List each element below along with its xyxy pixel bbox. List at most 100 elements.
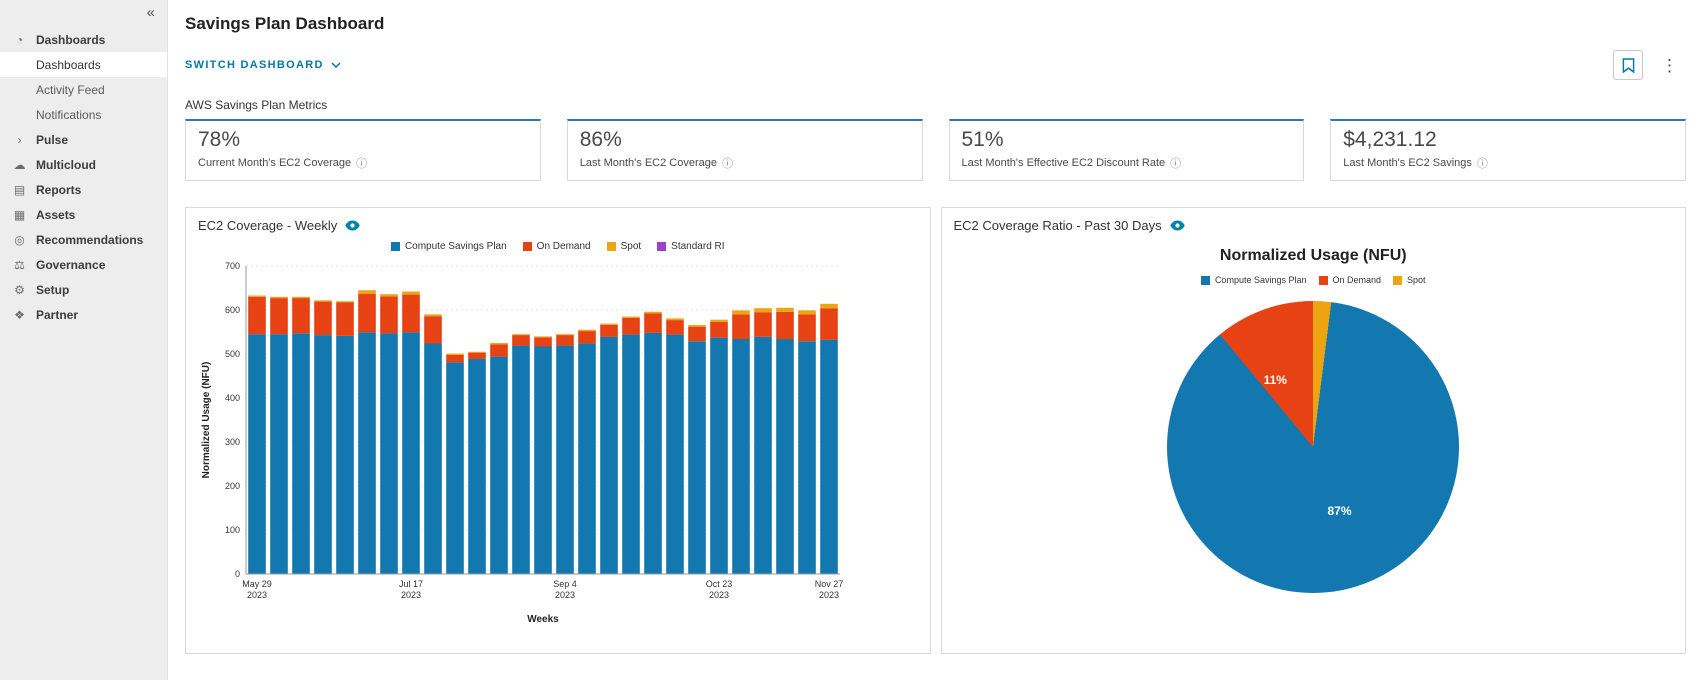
- sidebar-item-label: Multicloud: [36, 157, 96, 172]
- legend-item-spot[interactable]: Spot: [1393, 275, 1426, 285]
- sidebar-item-recommendations[interactable]: ◎ Recommendations: [0, 227, 167, 252]
- legend-item-standard-ri[interactable]: Standard RI: [657, 241, 725, 252]
- svg-text:2023: 2023: [401, 590, 421, 600]
- sidebar-item-dashboards[interactable]: ◔ Dashboards: [0, 27, 167, 52]
- svg-text:400: 400: [225, 393, 240, 403]
- bar-chart-visibility-button[interactable]: [345, 220, 360, 231]
- recommendations-icon: ◎: [14, 232, 25, 247]
- sidebar-item-label: Activity Feed: [36, 82, 105, 97]
- legend-swatch: [1200, 275, 1210, 285]
- sidebar: « ◔ Dashboards Dashboards Activity Feed Noti…: [0, 0, 168, 680]
- legend-label: Standard RI: [671, 241, 725, 252]
- pie-chart-visibility-button[interactable]: [1169, 220, 1185, 231]
- metric-cards: 78% Current Month's EC2 Coverage ⓘ 86% Last …: [185, 119, 1686, 181]
- legend-item-spot[interactable]: Spot: [606, 241, 642, 252]
- info-icon[interactable]: ⓘ: [356, 158, 368, 170]
- legend-item-compute-savings-plan[interactable]: Compute Savings Plan: [390, 241, 507, 252]
- svg-text:300: 300: [225, 437, 240, 447]
- legend-item-on-demand[interactable]: On Demand: [1318, 275, 1382, 285]
- sidebar-item-setup[interactable]: ⚙ Setup: [0, 277, 167, 302]
- metric-value: 78%: [198, 128, 241, 151]
- chevron-right-icon: ›: [17, 132, 22, 147]
- info-icon[interactable]: ⓘ: [1170, 158, 1182, 170]
- partner-icon: ❖: [14, 307, 25, 322]
- pie-chart-heading: Normalized Usage (NFU): [1219, 247, 1407, 264]
- governance-icon: ⚖: [14, 257, 25, 272]
- pie-chart-title: EC2 Coverage Ratio - Past 30 Days: [953, 218, 1162, 233]
- metric-label: Current Month's EC2 Coverage: [198, 157, 352, 169]
- sidebar-item-dashboards[interactable]: Dashboards: [0, 52, 167, 77]
- svg-text:2023: 2023: [247, 590, 267, 600]
- sidebar-item-label: Governance: [36, 257, 106, 272]
- info-icon[interactable]: ⓘ: [721, 158, 733, 170]
- legend-swatch: [390, 242, 400, 251]
- sidebar-item-multicloud[interactable]: ☁ Multicloud: [0, 152, 167, 177]
- sidebar-collapse-button[interactable]: «: [146, 4, 155, 21]
- info-icon[interactable]: ⓘ: [1476, 158, 1488, 170]
- legend-label: On Demand: [536, 241, 591, 252]
- bookmark-button[interactable]: [1613, 50, 1643, 80]
- sidebar-nav: ◔ Dashboards Dashboards Activity Feed Notifi…: [0, 27, 167, 327]
- page-title: Savings Plan Dashboard: [185, 14, 385, 33]
- main-content: Savings Plan Dashboard SWITCH DASHBOARD …: [168, 0, 1702, 680]
- svg-text:700: 700: [225, 261, 240, 271]
- svg-text:Weeks: Weeks: [527, 614, 559, 625]
- legend-item-compute-savings-plan[interactable]: Compute Savings Plan: [1200, 275, 1307, 285]
- svg-text:May 29: May 29: [242, 579, 272, 589]
- legend-label: Spot: [620, 241, 642, 252]
- svg-text:600: 600: [225, 305, 240, 315]
- sidebar-item-label: Recommendations: [36, 232, 144, 247]
- pie-chart[interactable]: [1167, 301, 1460, 593]
- charts-row: EC2 Coverage - Weekly Compute Savings Pl…: [185, 207, 1686, 654]
- switch-dashboard-label: SWITCH DASHBOARD: [185, 59, 324, 71]
- svg-text:0: 0: [235, 569, 240, 579]
- switch-dashboard-button[interactable]: SWITCH DASHBOARD: [185, 59, 341, 71]
- legend-label: On Demand: [1332, 275, 1382, 285]
- sidebar-item-label: Dashboards: [36, 32, 106, 47]
- dashboards-icon: ◔: [15, 32, 24, 47]
- legend-swatch: [657, 242, 667, 251]
- pie-chart-wrap: 87% 11%: [1167, 301, 1460, 593]
- dashboard-header-row: SWITCH DASHBOARD ⋮: [185, 50, 1686, 80]
- svg-text:500: 500: [225, 349, 240, 359]
- sidebar-item-label: Pulse: [36, 132, 69, 147]
- sidebar-item-label: Setup: [36, 282, 70, 297]
- multicloud-icon: ☁: [13, 157, 26, 172]
- svg-text:2023: 2023: [555, 590, 575, 600]
- chevron-down-icon: [331, 62, 341, 68]
- bar-chart-title: EC2 Coverage - Weekly: [198, 218, 338, 233]
- legend-swatch: [606, 242, 616, 251]
- svg-text:100: 100: [225, 525, 240, 535]
- bar-chart-legend: Compute Savings Plan On Demand Spot Standar…: [198, 241, 918, 252]
- svg-text:2023: 2023: [819, 590, 839, 600]
- legend-swatch: [1393, 275, 1403, 285]
- sidebar-item-label: Assets: [36, 207, 76, 222]
- sidebar-item-governance[interactable]: ⚖ Governance: [0, 252, 167, 277]
- eye-icon: [1169, 220, 1185, 231]
- sidebar-item-pulse[interactable]: › Pulse: [0, 127, 167, 152]
- reports-icon: ▤: [13, 182, 26, 197]
- svg-text:Nov 27: Nov 27: [815, 579, 844, 589]
- legend-swatch: [522, 242, 532, 251]
- sidebar-item-activity-feed[interactable]: Activity Feed: [0, 77, 167, 102]
- setup-icon: ⚙: [14, 282, 25, 297]
- metric-card: 51% Last Month's Effective EC2 Discount R…: [948, 119, 1305, 181]
- legend-item-on-demand[interactable]: On Demand: [522, 241, 591, 252]
- bar-chart-panel-header: EC2 Coverage - Weekly: [198, 218, 918, 233]
- sidebar-item-reports[interactable]: ▤ Reports: [0, 177, 167, 202]
- sidebar-item-label: Reports: [36, 182, 82, 197]
- svg-text:200: 200: [225, 481, 240, 491]
- metric-card: $4,231.12 Last Month's EC2 Savings ⓘ: [1330, 119, 1686, 181]
- sidebar-item-partner[interactable]: ❖ Partner: [0, 302, 167, 327]
- sidebar-item-assets[interactable]: ▦ Assets: [0, 202, 167, 227]
- bookmark-icon: [1622, 57, 1634, 73]
- metric-label: Last Month's EC2 Savings: [1343, 157, 1472, 169]
- sidebar-item-notifications[interactable]: Notifications: [0, 102, 167, 127]
- metric-card: 78% Current Month's EC2 Coverage ⓘ: [185, 119, 541, 181]
- metrics-section-label: AWS Savings Plan Metrics: [185, 98, 328, 112]
- metric-label: Last Month's Effective EC2 Discount Rate: [961, 157, 1166, 169]
- more-options-button[interactable]: ⋮: [1657, 55, 1682, 76]
- sidebar-item-label: Dashboards: [36, 57, 101, 72]
- svg-text:Sep 4: Sep 4: [553, 579, 577, 589]
